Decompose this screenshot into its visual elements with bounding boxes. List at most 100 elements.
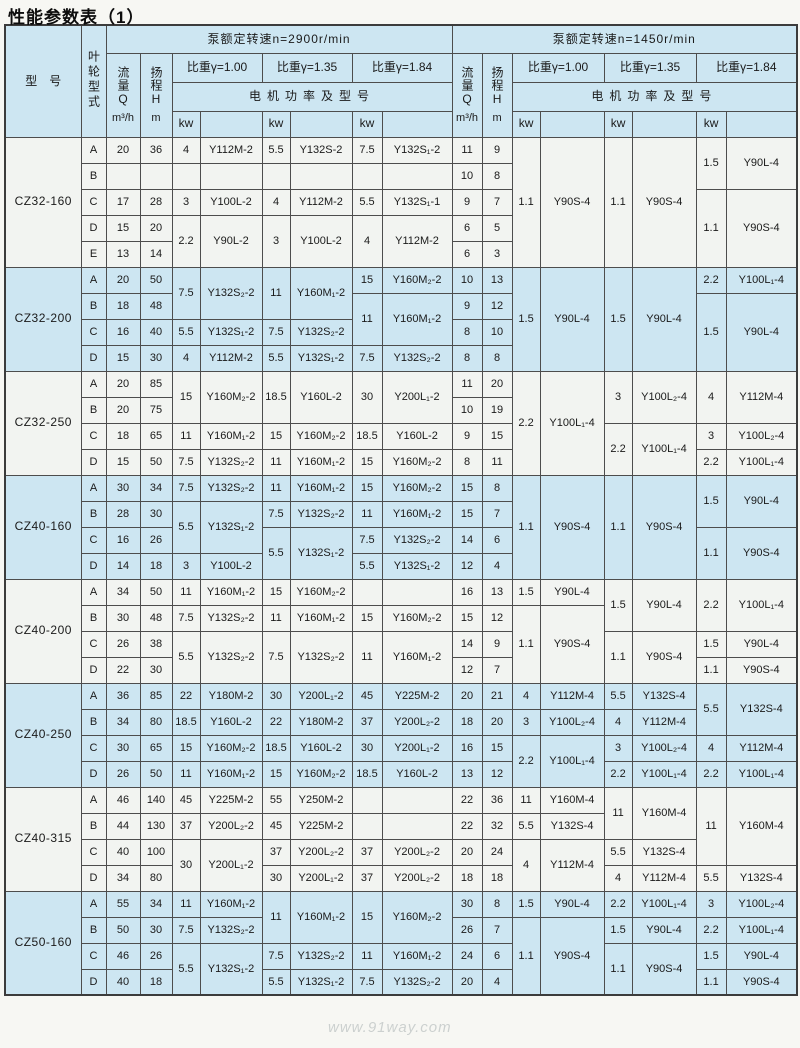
cell: 2.2 — [695, 448, 727, 476]
cell: Y160L-2 — [381, 760, 453, 788]
cell: 1.1 — [603, 630, 633, 684]
cell: 65 — [139, 734, 173, 762]
cell: 46 — [105, 942, 141, 970]
table-row: B 30 48 7.5 Y132S₂-2 11 Y160M₁-2 15 Y160M₂-2 15 12… — [5, 604, 797, 684]
cell: Y100L₂-4 — [631, 370, 697, 424]
cell: 18 — [139, 552, 173, 580]
cell: 45 — [261, 812, 291, 840]
header-motor-model-blank — [725, 110, 798, 138]
cell: 16 — [105, 526, 141, 554]
cell: 22 — [261, 708, 291, 736]
cell: 30 — [105, 474, 141, 502]
cell: 36 — [105, 682, 141, 710]
table-row: D 40 18 5.5 Y132S₁-2 7.5 Y132S₂-2 20 4 1.1 Y90S-4 — [5, 968, 798, 996]
header-gravity-135-2900: 比重γ=1.35 — [261, 52, 353, 83]
page-title: 性能参数表（1） — [8, 8, 145, 27]
cell: 15 — [351, 474, 383, 502]
cell: 26 — [451, 916, 483, 944]
impeller-type-cell: B — [80, 500, 107, 528]
cell: 9 — [451, 188, 483, 216]
flow-unit: m³/h — [112, 111, 134, 124]
cell: Y132S₂-2 — [289, 630, 353, 684]
cell: 7.5 — [261, 318, 291, 346]
cell: Y100L₁-4 — [631, 422, 697, 476]
cell: 37 — [351, 708, 383, 736]
cell: 11 — [351, 942, 383, 970]
flow-label: 流量Q — [116, 66, 130, 108]
cell: 30 — [261, 682, 291, 710]
cell: Y100L-2 — [199, 552, 263, 580]
cell: 3 — [171, 552, 201, 580]
impeller-type-cell: C — [80, 318, 107, 346]
cell: 5 — [481, 214, 513, 242]
cell: 4 — [261, 188, 291, 216]
impeller-type-cell: D — [80, 552, 107, 580]
cell: 9 — [451, 292, 483, 320]
impeller-type-cell: C — [80, 188, 107, 216]
cell: Y100L₁-4 — [725, 266, 798, 294]
cell: 22 — [451, 786, 483, 814]
cell: 1.1 — [603, 136, 633, 268]
cell: Y90S-4 — [539, 604, 605, 684]
table-row: CZ32-160 A 20 36 4 Y112M-2 5.5 Y132S-2 7.5 Y132S₁… — [4, 136, 798, 268]
cell: 26 — [139, 526, 173, 554]
cell: 7 — [481, 916, 513, 944]
performance-table: 型 号 叶轮型式 泵额定转速n=2900r/min 泵额定转速n=1450r/m… — [4, 24, 799, 996]
cell: 3 — [603, 370, 633, 424]
cell: 5.5 — [171, 318, 201, 346]
impeller-type-cell: A — [80, 474, 107, 502]
cell: 20 — [481, 708, 513, 736]
impeller-type-cell: A — [80, 266, 107, 294]
cell: 15 — [451, 604, 483, 632]
cell: Y100L₁-4 — [631, 890, 697, 918]
cell: 34 — [139, 474, 173, 502]
cell: 8 — [451, 344, 483, 372]
cell: Y100L₂-4 — [725, 890, 798, 918]
cell: Y100L-2 — [289, 214, 353, 268]
impeller-type-cell: A — [80, 136, 107, 164]
cell: Y100L₁-4 — [725, 760, 798, 788]
model-cell: CZ40-160 — [4, 474, 82, 580]
cell: 37 — [351, 864, 383, 892]
cell: Y160M₁-2 — [289, 448, 353, 476]
cell: 9 — [481, 136, 513, 164]
table-row: CZ40-250 A 36 85 22 Y180M-2 30 Y200L₁-2 45 Y225M-… — [4, 682, 798, 788]
impeller-type-cell: D — [80, 344, 107, 372]
head-label: 扬程H — [149, 66, 163, 108]
cell: 12 — [451, 552, 483, 580]
cell: 4 — [695, 370, 727, 424]
cell: Y160M₁-2 — [199, 422, 263, 450]
impeller-type-cell: A — [80, 786, 107, 814]
cell: 2.2 — [695, 760, 727, 788]
model-cell: CZ32-250 — [4, 370, 82, 476]
cell: Y100L₁-4 — [725, 448, 798, 476]
header-speed-1450: 泵额定转速n=1450r/min — [451, 24, 798, 54]
cell: Y90S-4 — [725, 188, 798, 268]
cell: Y90L-4 — [631, 266, 697, 372]
cell: Y160M₂-2 — [199, 734, 263, 762]
cell: Y132S-4 — [631, 838, 697, 866]
cell: 2.2 — [695, 578, 727, 632]
header-motor-2900: 电机功率及型号 — [171, 81, 453, 112]
cell: 20 — [105, 370, 141, 398]
cell: 15 — [171, 734, 201, 762]
cell: 130 — [139, 812, 173, 840]
cell: 30 — [451, 890, 483, 918]
cell: 7.5 — [171, 604, 201, 632]
cell: 50 — [105, 916, 141, 944]
cell: Y160M₂-2 — [289, 422, 353, 450]
cell: 30 — [139, 656, 173, 684]
cell: 34 — [105, 578, 141, 606]
cell: 11 — [603, 786, 633, 840]
impeller-type-cell: B — [80, 604, 107, 632]
cell: Y132S₁-2 — [199, 942, 263, 996]
cell: 46 — [105, 786, 141, 814]
impeller-type-cell: C — [80, 942, 107, 970]
table-row: B 18 48 11 Y160M₁-2 9 12 1.5 Y90L-4 — [5, 292, 798, 372]
head-label: 扬程H — [490, 66, 505, 108]
cell: Y160M-4 — [539, 786, 605, 814]
cell — [381, 162, 453, 190]
cell: 11 — [261, 890, 291, 944]
header-kw: kw — [261, 110, 291, 138]
cell: 3 — [695, 890, 727, 918]
